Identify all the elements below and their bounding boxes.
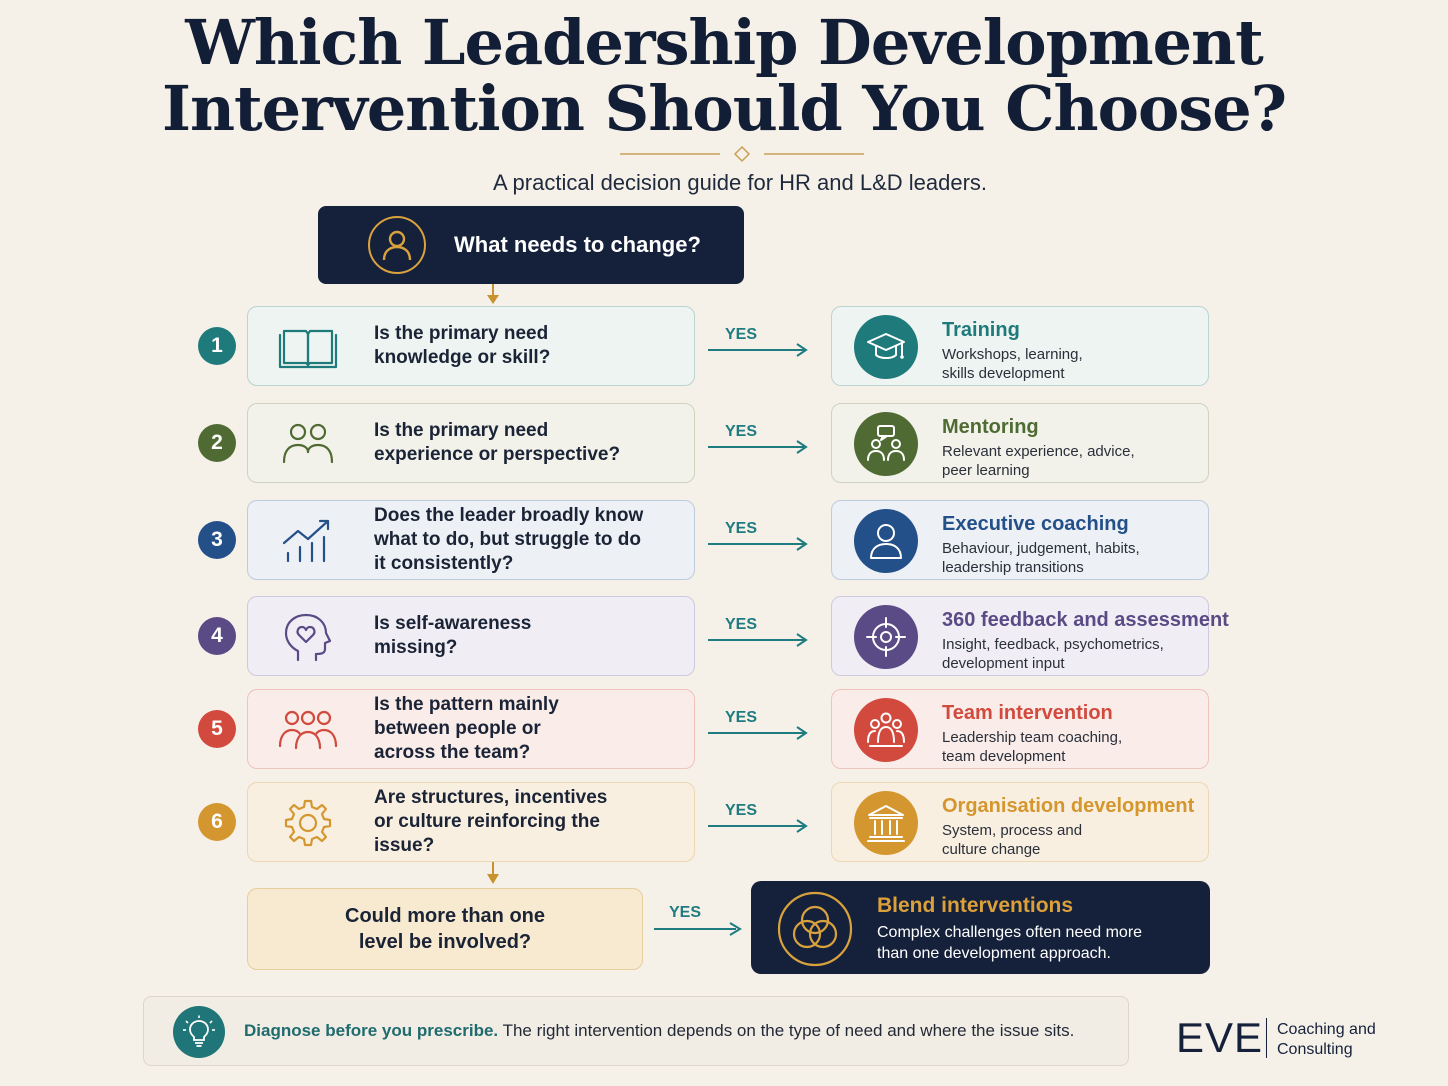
question-label: Are structures, incentives or culture re…: [374, 787, 608, 856]
arrow-right-icon: [708, 633, 808, 647]
footer-banner: Diagnose before you prescribe. The right…: [143, 996, 1129, 1066]
overlapping-circles-icon: [777, 891, 853, 967]
question-text: Are structures, incentives or culture re…: [374, 783, 674, 861]
yes-label: YES: [725, 802, 758, 819]
answer-box: 360 feedback and assessment Insight, feed…: [831, 596, 1229, 676]
growth-chart-icon: [278, 517, 338, 565]
answer-title: 360 feedback and assessment: [942, 609, 1229, 631]
brand-separator: [1266, 1018, 1267, 1058]
question-text: Is the primary need knowledge or skill?: [374, 307, 674, 385]
footer-body: The right intervention depends on the ty…: [502, 1021, 1075, 1040]
arrow-down-icon: [487, 284, 499, 304]
title-line-1: Which Leadership Development: [185, 6, 1264, 79]
yes-label: YES: [725, 423, 758, 440]
brand-name: EVE: [1176, 1014, 1264, 1061]
question-box: Does the leader broadly know what to do,…: [247, 500, 695, 580]
final-question-box: Could more than one level be involved?: [247, 888, 643, 970]
head-heart-icon: [278, 613, 338, 662]
team-icon: [854, 698, 918, 762]
answer-box: Team intervention Leadership team coachin…: [831, 689, 1209, 769]
yes-label: YES: [725, 326, 758, 343]
answer-description: Relevant experience, advice, peer learni…: [942, 443, 1135, 479]
title-line-2: Intervention Should You Choose?: [161, 72, 1287, 145]
step-number-badge: 6: [198, 803, 236, 841]
graduation-cap-icon: [854, 315, 918, 379]
footer-emphasis: Diagnose before you prescribe.: [244, 1021, 499, 1040]
title-divider: [620, 145, 864, 163]
yes-label: YES: [725, 520, 758, 537]
answer-box: Training Workshops, learning, skills deve…: [831, 306, 1209, 386]
arrow-down-icon: [487, 862, 499, 884]
conversation-people-icon: [854, 412, 918, 476]
question-box: Is the pattern mainly between people or …: [247, 689, 695, 769]
brand-tagline: Coaching and Consulting: [1277, 1021, 1376, 1058]
arrow-right-icon: [708, 819, 808, 833]
final-question: Could more than one level be involved?: [345, 905, 545, 953]
answer-box: Executive coaching Behaviour, judgement, …: [831, 500, 1209, 580]
step-number-badge: 4: [198, 617, 236, 655]
question-label: Does the leader broadly know what to do,…: [374, 505, 644, 574]
answer-title: Mentoring: [942, 416, 1039, 438]
answer-description: Leadership team coaching, team developme…: [942, 729, 1123, 765]
yes-label: YES: [725, 616, 758, 633]
page-title: Which Leadership Development Interventio…: [0, 10, 1448, 142]
answer-description: System, process and culture change: [942, 822, 1083, 858]
group-icon: [278, 706, 338, 754]
arrow-right-icon: [654, 922, 742, 936]
step-number-badge: 3: [198, 521, 236, 559]
answer-box: Organisation development System, process …: [831, 782, 1209, 862]
footer-text: Diagnose before you prescribe. The right…: [244, 1021, 1074, 1041]
book-icon: [278, 323, 338, 371]
question-box: Is the primary need knowledge or skill?: [247, 306, 695, 386]
arrow-right-icon: [708, 537, 808, 551]
answer-description: Insight, feedback, psychometrics, develo…: [942, 636, 1164, 672]
arrow-right-icon: [708, 440, 808, 454]
arrow-right-icon: [708, 343, 808, 357]
question-text: Is the primary need experience or perspe…: [374, 404, 674, 482]
target-icon: [854, 605, 918, 669]
answer-title: Executive coaching: [942, 513, 1129, 535]
start-label: What needs to change?: [454, 232, 701, 257]
question-label: Is the primary need experience or perspe…: [374, 420, 621, 465]
brand-logo: EVE Coaching and Consulting: [1176, 1014, 1406, 1064]
question-box: Is the primary need experience or perspe…: [247, 403, 695, 483]
arrow-right-icon: [708, 726, 808, 740]
institution-icon: [854, 791, 918, 855]
question-box: Is self-awareness missing?: [247, 596, 695, 676]
answer-description: Behaviour, judgement, habits, leadership…: [942, 540, 1140, 576]
question-text: Is self-awareness missing?: [374, 597, 674, 675]
subtitle: A practical decision guide for HR and L&…: [492, 170, 988, 195]
answer-title: Training: [942, 319, 1020, 341]
blend-description: Complex challenges often need more than …: [877, 924, 1143, 962]
start-node: What needs to change?: [318, 206, 744, 284]
question-text: Is the pattern mainly between people or …: [374, 690, 674, 768]
step-number-badge: 2: [198, 424, 236, 462]
step-number-badge: 1: [198, 327, 236, 365]
final-yes-label: YES: [669, 904, 702, 921]
question-box: Are structures, incentives or culture re…: [247, 782, 695, 862]
two-people-icon: [278, 420, 338, 468]
answer-box: Mentoring Relevant experience, advice, pe…: [831, 403, 1209, 483]
step-number-badge: 5: [198, 710, 236, 748]
yes-label: YES: [725, 709, 758, 726]
person-icon: [854, 509, 918, 573]
blend-title: Blend interventions: [877, 894, 1074, 917]
person-icon: [368, 216, 426, 274]
lightbulb-icon: [173, 1006, 225, 1058]
answer-title: Team intervention: [942, 702, 1113, 724]
blend-interventions-box: Blend interventions Complex challenges o…: [751, 881, 1210, 974]
question-label: Is self-awareness missing?: [374, 613, 532, 658]
answer-title: Organisation development: [942, 795, 1195, 817]
question-text: Does the leader broadly know what to do,…: [374, 501, 674, 579]
gear-icon: [278, 799, 338, 847]
answer-description: Workshops, learning, skills development: [942, 346, 1083, 382]
question-label: Is the primary need knowledge or skill?: [374, 323, 551, 368]
question-label: Is the pattern mainly between people or …: [374, 694, 559, 763]
